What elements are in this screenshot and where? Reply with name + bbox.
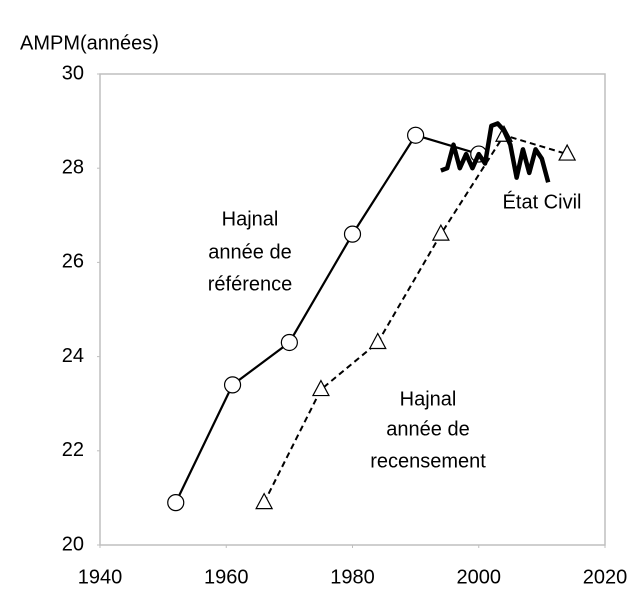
x-tick-label: 2000 [457, 566, 502, 588]
marker-circle [223, 376, 242, 394]
series-line [440, 121, 551, 183]
series-annotation: référence [208, 273, 293, 295]
marker-triangle [255, 492, 274, 510]
marker-circle [280, 333, 298, 352]
series-annotation: recensement [370, 450, 486, 472]
marker-triangle [368, 332, 387, 350]
x-tick-label: 1960 [204, 566, 249, 588]
marker-triangle [311, 379, 330, 397]
x-tick-label: 2020 [583, 566, 628, 588]
x-tick-label: 1940 [78, 566, 123, 588]
plot-frame [99, 73, 606, 546]
y-tick-label: 24 [62, 345, 84, 367]
series-annotation: année de [208, 241, 291, 263]
x-tick-label: 1980 [330, 566, 375, 588]
y-tick-label: 22 [62, 439, 84, 461]
marker-circle [343, 225, 362, 243]
series-annotation: année de [386, 418, 469, 440]
marker-triangle [558, 143, 577, 161]
y-tick-label: 30 [62, 62, 84, 84]
y-tick-label: 26 [62, 251, 84, 273]
marker-circle [167, 494, 185, 512]
series-annotation: Hajnal [222, 208, 279, 230]
y-tick-label: 20 [62, 533, 84, 555]
marker-circle [407, 126, 425, 144]
series-line [174, 134, 480, 504]
series-annotation: Hajnal [400, 388, 457, 410]
marker-triangle [431, 223, 450, 241]
y-tick-label: 28 [62, 156, 84, 178]
series-annotation: État Civil [503, 190, 582, 213]
series-line [263, 134, 568, 504]
y-axis-title: AMPM(années) [20, 32, 159, 54]
